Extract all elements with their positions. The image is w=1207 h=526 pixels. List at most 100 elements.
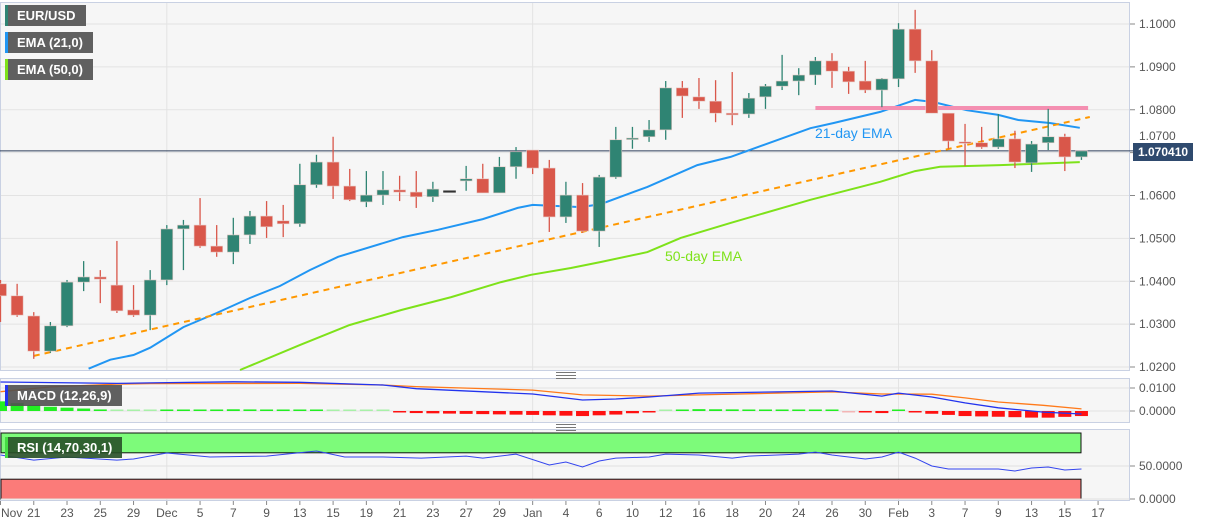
candle-bearish — [908, 28, 922, 62]
candle-bearish — [858, 80, 872, 91]
candle-bullish — [559, 194, 573, 218]
y-tick-label: 1.0300 — [1139, 317, 1176, 331]
x-tick-label: 29 — [493, 506, 507, 520]
x-tick-label: 27 — [459, 506, 473, 520]
x-tick-label: 21 — [393, 506, 407, 520]
candle-bullish — [1025, 143, 1038, 164]
macd-histogram-bar — [426, 411, 440, 414]
candle-bullish — [1075, 150, 1088, 158]
x-tick-label: 5 — [197, 506, 204, 520]
rsi-y-tick-label: 50.0000 — [1139, 459, 1183, 473]
macd-histogram-bar — [110, 409, 124, 411]
macd-histogram-bar — [858, 411, 872, 413]
macd-histogram-bar — [1058, 411, 1072, 417]
x-tick-label: 12 — [659, 506, 673, 520]
x-tick-label: 20 — [759, 506, 773, 520]
macd-histogram-bar — [160, 409, 174, 411]
candle-bearish — [725, 112, 739, 116]
macd-histogram-bar — [309, 409, 323, 411]
macd-histogram-bar — [293, 409, 307, 411]
rsi-panel-resize-handle[interactable] — [556, 424, 576, 431]
macd-histogram-bar — [143, 409, 157, 411]
candle-bullish — [892, 28, 905, 80]
candle-bearish — [110, 284, 124, 312]
candle-bearish — [842, 70, 855, 83]
candle-bullish — [310, 161, 323, 186]
candle-bullish — [642, 129, 656, 138]
macd-histogram-bar — [941, 411, 955, 415]
x-tick-label: 26 — [825, 506, 839, 520]
candle-bullish — [443, 190, 456, 193]
legend-ema21[interactable]: EMA (21,0) — [5, 32, 93, 53]
legend-symbol[interactable]: EUR/USD — [5, 5, 86, 26]
macd-histogram-bar — [625, 411, 639, 414]
x-tick-label: 3 — [928, 506, 935, 520]
macd-line — [0, 381, 1082, 415]
macd-histogram-bar — [1025, 411, 1039, 418]
macd-histogram-bar — [742, 409, 756, 411]
macd-histogram-bar — [359, 409, 373, 411]
macd-histogram-bar — [393, 411, 407, 413]
candle-bullish — [609, 139, 623, 178]
candle-bullish — [44, 325, 57, 352]
macd-histogram-bar — [27, 404, 41, 411]
macd-histogram-bar — [808, 409, 822, 411]
x-tick-label: 7 — [962, 506, 969, 520]
macd-histogram-bar — [77, 408, 91, 411]
legend-rsi[interactable]: RSI (14,70,30,1) — [5, 437, 123, 458]
legend-symbol-label: EUR/USD — [17, 8, 76, 23]
legend-macd-label: MACD (12,26,9) — [17, 388, 112, 403]
panel-price — [0, 2, 1130, 371]
rsi-line — [0, 450, 1082, 472]
candle-bearish — [127, 309, 140, 316]
y-tick-label: 1.0900 — [1139, 60, 1176, 74]
macd-panel-resize-handle[interactable] — [556, 372, 576, 379]
macd-y-tick-label: 0.0000 — [1139, 404, 1176, 418]
macd-histogram-bar — [409, 411, 423, 414]
candle-bearish — [343, 185, 357, 201]
macd-histogram-bar — [709, 409, 723, 411]
candle-bearish — [526, 149, 539, 169]
macd-histogram-bar — [93, 409, 107, 411]
candle-bullish — [227, 234, 240, 253]
macd-histogram-bar — [243, 409, 257, 411]
macd-histogram-bar — [925, 411, 939, 414]
macd-histogram-bar — [576, 411, 590, 417]
macd-histogram-bar — [659, 409, 673, 411]
candle-bullish — [742, 97, 756, 115]
candle-bearish — [476, 178, 490, 194]
macd-histogram-bar — [226, 409, 240, 411]
candle-bearish — [1058, 136, 1072, 158]
candle-bullish — [626, 137, 639, 140]
macd-histogram-bar — [775, 409, 789, 411]
x-tick-label: 19 — [360, 506, 374, 520]
candle-bullish — [659, 87, 673, 131]
macd-histogram-bar — [10, 403, 24, 411]
candle-bullish — [426, 188, 440, 198]
macd-histogram-bar — [725, 409, 739, 411]
candle-bearish — [276, 220, 290, 225]
legend-ema50[interactable]: EMA (50,0) — [5, 59, 93, 80]
macd-histogram-bar — [492, 411, 506, 415]
macd-histogram-bar — [343, 409, 357, 411]
candle-bullish — [759, 85, 772, 98]
y-tick-label: 1.0700 — [1139, 129, 1176, 143]
macd-histogram-bar — [210, 409, 224, 411]
macd-histogram-bar — [176, 409, 190, 411]
support-trendline — [33, 116, 1091, 357]
macd-histogram-bar — [991, 411, 1005, 417]
macd-histogram-bar — [459, 411, 473, 414]
candle-bearish — [0, 283, 7, 297]
legend-macd[interactable]: MACD (12,26,9) — [5, 385, 122, 406]
macd-histogram-bar — [559, 411, 573, 416]
x-tick-label: Dec — [156, 506, 177, 520]
macd-histogram-bar — [509, 411, 523, 415]
y-tick-label: 1.0800 — [1139, 103, 1176, 117]
macd-histogram-bar — [975, 411, 989, 417]
macd-histogram-bar — [758, 409, 772, 411]
x-tick-label: 25 — [94, 506, 108, 520]
x-tick-label: 16 — [692, 506, 706, 520]
macd-histogram-bar — [842, 411, 856, 413]
candle-bearish — [958, 141, 972, 144]
macd-histogram-bar — [443, 411, 457, 414]
